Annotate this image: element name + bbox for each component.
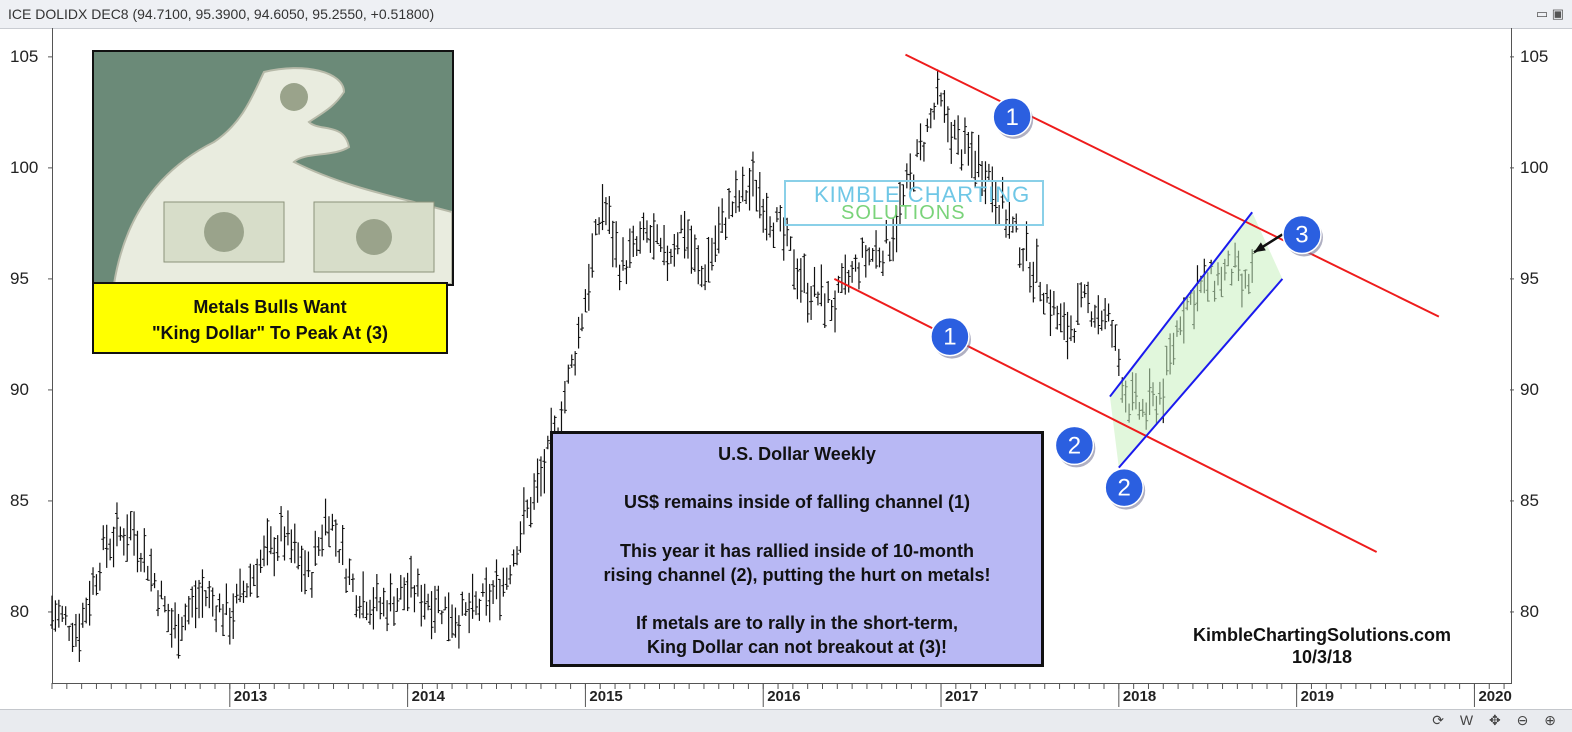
x-tick-label: 2016 xyxy=(767,688,801,705)
y-tick-label-right: 105 xyxy=(1520,46,1549,66)
y-tick-label-left: 85 xyxy=(10,490,29,510)
plot-area xyxy=(52,28,1512,684)
y-tick-label-left: 90 xyxy=(10,379,29,399)
marker-3-label: 3 xyxy=(1295,221,1308,248)
commentary-line-3a: If metals are to rally in the short-term… xyxy=(635,613,959,633)
commentary-line-3b: King Dollar can not breakout at (3)! xyxy=(646,637,948,657)
toolbar-icons[interactable]: ⟳ W ✥ ⊖ ⊕ xyxy=(1432,712,1562,728)
chart-header-bar: ICE DOLIDX DEC8 (94.7100, 95.3900, 94.60… xyxy=(0,0,1572,29)
commentary-line-1: US$ remains inside of falling channel (1… xyxy=(623,492,971,512)
y-tick-label-right: 80 xyxy=(1520,601,1539,621)
falling-channel-lower-line xyxy=(833,278,1378,553)
falling-channel-upper-line xyxy=(905,53,1440,318)
kimble-watermark: KIMBLE CHARTING SOLUTIONS xyxy=(784,180,1044,226)
rising-channel-upper-line xyxy=(1109,211,1253,398)
x-tick-label: 2018 xyxy=(1122,688,1157,705)
marker-2-circle xyxy=(1054,425,1095,466)
watermark-bottom: SOLUTIONS xyxy=(841,202,966,224)
credit-block: KimbleChartingSolutions.com 10/3/18 xyxy=(1130,624,1514,668)
caption-line-1: Metals Bulls Want xyxy=(193,297,347,317)
marker-1-label: 1 xyxy=(943,324,956,351)
marker-2-circle xyxy=(1104,467,1144,508)
y-tick-label-left: 95 xyxy=(10,268,29,288)
marker-3-circle xyxy=(1282,214,1322,255)
marker-1-label: 1 xyxy=(1005,104,1018,131)
y-tick-label-right: 100 xyxy=(1520,157,1549,177)
marker-1-circle xyxy=(930,316,970,357)
x-tick-label: 2017 xyxy=(945,688,979,705)
x-tick-label: 2015 xyxy=(589,688,623,705)
x-tick-label: 2014 xyxy=(411,688,445,705)
flexed-arm-dollar-icon xyxy=(112,67,452,284)
rising-channel-lower-line xyxy=(1118,278,1284,469)
marker-1-circle xyxy=(992,97,1032,137)
credit-site: KimbleChartingSolutions.com xyxy=(1192,625,1451,645)
marker-2-label: 2 xyxy=(1117,475,1130,502)
y-tick-label-right: 85 xyxy=(1520,490,1539,510)
commentary-line-2a: This year it has rallied inside of 10-mo… xyxy=(619,541,975,561)
chart-title: ICE DOLIDX DEC8 (94.7100, 95.3900, 94.60… xyxy=(8,6,435,22)
credit-date: 10/3/18 xyxy=(1291,647,1353,667)
commentary-line-2b: rising channel (2), putting the hurt on … xyxy=(603,565,991,585)
y-tick-label-left: 80 xyxy=(10,601,29,621)
metals-bulls-caption: Metals Bulls Want "King Dollar" To Peak … xyxy=(92,282,448,354)
x-tick-label: 2013 xyxy=(233,688,268,705)
x-tick-label: 2020 xyxy=(1478,688,1512,705)
bottom-toolbar: ⟳ W ✥ ⊖ ⊕ xyxy=(0,709,1572,732)
window-control-icons[interactable]: ▭ ▣ xyxy=(1535,6,1564,21)
x-tick-label: 2019 xyxy=(1300,688,1334,705)
commentary-title: U.S. Dollar Weekly xyxy=(718,444,876,464)
caption-line-2: "King Dollar" To Peak At (3) xyxy=(151,323,389,343)
y-tick-label-left: 100 xyxy=(10,157,39,177)
y-tick-label-left: 105 xyxy=(10,46,39,66)
y-tick-label-right: 90 xyxy=(1520,379,1539,399)
y-tick-label-right: 95 xyxy=(1520,268,1539,288)
dollar-bicep-image xyxy=(92,50,454,286)
rising-channel-fill xyxy=(1109,212,1283,468)
watermark-top: KIMBLE CHARTING xyxy=(814,182,1031,207)
annotation-arrow-head xyxy=(1253,242,1266,253)
marker-2-label: 2 xyxy=(1068,432,1081,459)
commentary-box: U.S. Dollar Weekly US$ remains inside of… xyxy=(550,431,1044,667)
